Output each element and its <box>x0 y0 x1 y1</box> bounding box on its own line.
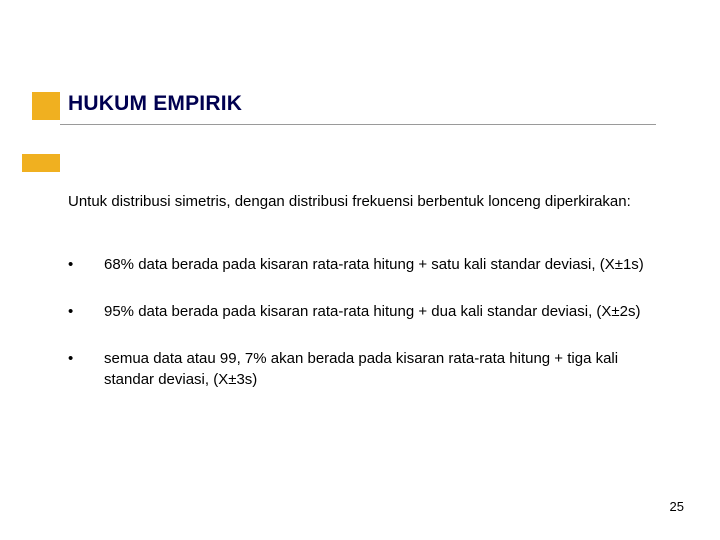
title-underline <box>60 124 656 125</box>
bullet-text: 95% data berada pada kisaran rata-rata h… <box>104 301 658 322</box>
list-item: • 95% data berada pada kisaran rata-rata… <box>68 301 658 322</box>
bullet-text: semua data atau 99, 7% akan berada pada … <box>104 348 658 390</box>
accent-block-top <box>32 92 60 120</box>
list-item: • 68% data berada pada kisaran rata-rata… <box>68 254 658 275</box>
bullet-list: • 68% data berada pada kisaran rata-rata… <box>68 254 658 416</box>
accent-block-bottom <box>22 154 60 172</box>
page-number: 25 <box>670 499 684 514</box>
slide-title: HUKUM EMPIRIK <box>68 92 242 116</box>
list-item: • semua data atau 99, 7% akan berada pad… <box>68 348 658 390</box>
bullet-text: 68% data berada pada kisaran rata-rata h… <box>104 254 658 275</box>
bullet-marker: • <box>68 301 104 322</box>
intro-text: Untuk distribusi simetris, dengan distri… <box>68 192 648 212</box>
bullet-marker: • <box>68 254 104 275</box>
bullet-marker: • <box>68 348 104 390</box>
